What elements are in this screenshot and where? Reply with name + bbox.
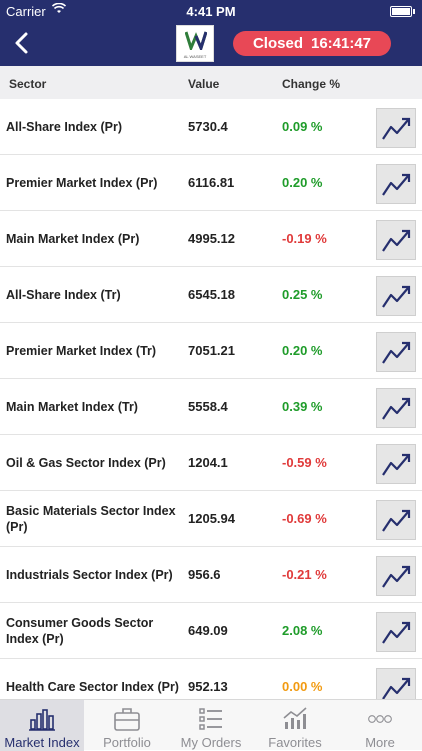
index-value: 5558.4 [188,399,228,414]
table-row[interactable]: Oil & Gas Sector Index (Pr) 1204.1 -0.59 % [0,435,422,491]
change-percent: 2.08 % [282,623,323,638]
index-value: 6116.81 [188,175,235,190]
briefcase-icon [114,708,140,731]
sector-name: Main Market Index (Pr) [6,232,140,246]
sector-name: Main Market Index (Tr) [6,400,138,414]
chart-button[interactable] [376,332,416,372]
change-percent: 0.25 % [282,287,323,302]
sector-name: All-Share Index (Pr) [6,120,122,134]
header-sector: Sector [9,77,47,91]
table-header: Sector Value Change % [0,66,422,99]
market-state: Closed [252,35,303,52]
sector-name: Oil & Gas Sector Index (Pr) [6,456,166,470]
trend-line-icon [382,285,411,308]
sector-name: All-Share Index (Tr) [6,288,121,302]
table-row[interactable]: Consumer Goods Sector Index (Pr) 649.09 2.… [0,603,422,659]
change-percent: 0.20 % [282,175,323,190]
index-value: 1204.1 [188,455,228,470]
header-change: Change % [282,77,341,91]
tab-more[interactable]: More [338,700,422,751]
tab-label: Favorites [268,735,322,750]
table-row[interactable]: All-Share Index (Pr) 5730.4 0.09 % [0,99,422,155]
trend-chart-icon [283,707,307,729]
status-bar: Carrier 4:41 PM [0,0,422,22]
table-row[interactable]: All-Share Index (Tr) 6545.18 0.25 % [0,267,422,323]
change-percent: -0.21 % [282,567,327,582]
change-percent: 0.39 % [282,399,323,414]
change-percent: -0.19 % [282,231,327,246]
tab-my-orders[interactable]: My Orders [169,700,253,751]
index-value: 7051.21 [188,343,235,358]
chart-button[interactable] [376,164,416,204]
brand-logo: AL WASEET [176,25,214,62]
header-value: Value [188,77,220,91]
tab-label: Market Index [4,735,80,750]
index-list[interactable]: All-Share Index (Pr) 5730.4 0.09 % Premier … [0,99,422,699]
index-value: 4995.12 [188,231,235,246]
change-percent: -0.59 % [282,455,327,470]
chart-button[interactable] [376,444,416,484]
chart-button[interactable] [376,108,416,148]
back-button[interactable] [8,28,38,58]
list-icon [199,708,222,730]
chart-button[interactable] [376,276,416,316]
tab-bar: Market Index Portfolio My Orders Favorit… [0,699,422,751]
trend-line-icon [382,117,411,140]
chart-button[interactable] [376,668,416,699]
index-value: 1205.94 [188,511,235,526]
change-percent: 0.20 % [282,343,323,358]
trend-line-icon [382,509,411,532]
index-value: 956.6 [188,567,221,582]
trend-line-icon [382,621,411,644]
trend-line-icon [382,341,411,364]
tab-favorites[interactable]: Favorites [253,700,337,751]
trend-line-icon [382,229,411,252]
index-value: 952.13 [188,679,228,694]
tab-market-index[interactable]: Market Index [0,700,84,751]
table-row[interactable]: Main Market Index (Tr) 5558.4 0.39 % [0,379,422,435]
trend-line-icon [382,677,411,699]
tab-label: My Orders [180,735,242,750]
chart-button[interactable] [376,556,416,596]
index-value: 5730.4 [188,119,228,134]
change-percent: -0.69 % [282,511,327,526]
nav-bar: AL WASEET Closed 16:41:47 [0,22,422,66]
table-row[interactable]: Premier Market Index (Pr) 6116.81 0.20 % [0,155,422,211]
tab-label: More [365,735,395,750]
bar-chart-icon [29,709,55,731]
change-percent: 0.00 % [282,679,323,694]
index-value: 649.09 [188,623,228,638]
chart-button[interactable] [376,388,416,428]
tab-portfolio[interactable]: Portfolio [85,700,169,751]
chart-button[interactable] [376,500,416,540]
sector-name: Basic Materials Sector Index (Pr) [6,504,176,534]
trend-line-icon [382,565,411,588]
market-status-badge: Closed 16:41:47 [233,31,391,56]
table-row[interactable]: Main Market Index (Pr) 4995.12 -0.19 % [0,211,422,267]
trend-line-icon [382,397,411,420]
table-row[interactable]: Basic Materials Sector Index (Pr) 1205.94… [0,491,422,547]
sector-name: Health Care Sector Index (Pr) [6,680,179,694]
sector-name: Premier Market Index (Tr) [6,344,157,358]
market-time: 16:41:47 [310,35,372,52]
carrier-label: Carrier [6,4,46,19]
chart-button[interactable] [376,220,416,260]
trend-line-icon [382,173,411,196]
table-row[interactable]: Health Care Sector Index (Pr) 952.13 0.00 … [0,659,422,699]
change-percent: 0.09 % [282,119,323,134]
index-value: 6545.18 [188,287,235,302]
clock: 4:41 PM [186,4,236,19]
tab-label: Portfolio [103,735,151,750]
chart-button[interactable] [376,612,416,652]
sector-name: Consumer Goods Sector Index (Pr) [6,616,154,646]
sector-name: Premier Market Index (Pr) [6,176,158,190]
chevron-left-icon [15,32,28,54]
wifi-icon [51,2,67,17]
sector-name: Industrials Sector Index (Pr) [6,568,173,582]
table-row[interactable]: Industrials Sector Index (Pr) 956.6 -0.21 … [0,547,422,603]
battery-icon [390,6,415,17]
trend-line-icon [382,453,411,476]
table-row[interactable]: Premier Market Index (Tr) 7051.21 0.20 % [0,323,422,379]
more-dots-icon [368,715,392,723]
